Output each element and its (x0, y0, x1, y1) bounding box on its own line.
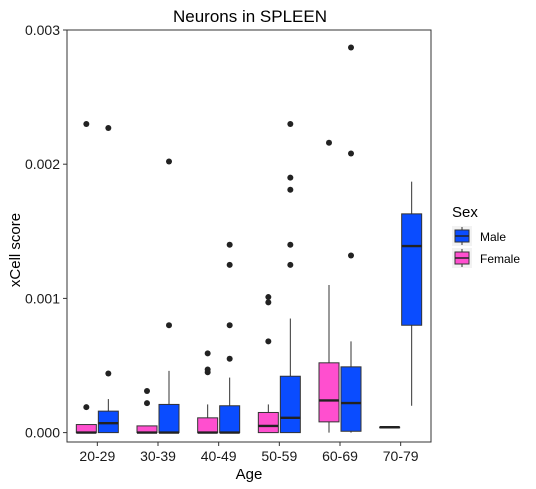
y-axis-label: xCell score (7, 213, 24, 287)
outlier-point (226, 261, 233, 268)
x-axis-label: Age (236, 466, 263, 483)
box-female-70-79 (379, 426, 401, 429)
box-female-20-29 (75, 120, 97, 434)
legend-item-male: Male (452, 226, 506, 246)
box-body (279, 375, 301, 434)
outlier-point (348, 252, 354, 259)
x-tick-label: 30-39 (140, 448, 176, 464)
box-male-60-69 (340, 44, 362, 433)
x-tick-label: 60-69 (322, 448, 358, 464)
outlier-point (326, 139, 332, 146)
x-tick-label: 70-79 (383, 448, 419, 464)
box-male-40-49 (219, 241, 241, 434)
x-tick-label: 50-59 (261, 448, 297, 464)
box-body (219, 405, 241, 434)
outlier-point (265, 338, 272, 345)
outlier-point (287, 186, 294, 193)
outlier-point (83, 404, 90, 411)
outlier-point (204, 350, 211, 357)
box-female-30-39 (136, 388, 158, 434)
y-tick-label: 0.002 (25, 156, 60, 172)
outlier-point (226, 241, 233, 248)
y-tick-label: 0.000 (25, 425, 60, 441)
outlier-point (105, 370, 112, 377)
y-axis: 0.000 0.001 0.002 0.003 (25, 22, 67, 441)
box-body (75, 424, 97, 434)
box-male-30-39 (158, 158, 180, 434)
box-body (97, 410, 119, 434)
box-series (75, 44, 423, 434)
outlier-point (287, 174, 294, 181)
outlier-point (287, 261, 294, 268)
box-body (340, 366, 362, 432)
legend-title: Sex (452, 204, 478, 221)
outlier-point (144, 400, 150, 407)
box-body (401, 213, 423, 326)
box-female-50-59 (257, 294, 279, 434)
legend-item-female: Female (452, 248, 520, 268)
outlier-point (166, 158, 172, 165)
outlier-point (105, 124, 112, 131)
legend-label: Male (480, 230, 506, 244)
box-body (158, 403, 180, 434)
outlier-point (348, 44, 354, 51)
outlier-point (287, 120, 294, 127)
box-female-60-69 (318, 139, 340, 433)
box-body (318, 362, 340, 423)
box-body (197, 417, 219, 434)
legend-label: Female (480, 252, 520, 266)
outlier-point (226, 355, 233, 362)
outlier-point (83, 120, 90, 127)
box-female-40-49 (197, 350, 219, 434)
chart-title: Neurons in SPLEEN (173, 7, 327, 26)
y-tick-label: 0.003 (25, 22, 60, 38)
outlier-point (287, 241, 294, 248)
plot-panel (66, 29, 432, 443)
outlier-point (144, 388, 150, 395)
box-body (257, 411, 279, 434)
box-male-70-79 (401, 181, 423, 406)
x-tick-label: 20-29 (79, 448, 115, 464)
outlier-point (348, 150, 354, 157)
x-tick-label: 40-49 (201, 448, 237, 464)
y-tick-label: 0.001 (25, 290, 60, 306)
legend: Sex Male Female (452, 204, 520, 268)
outlier-point (265, 294, 272, 301)
box-male-20-29 (97, 124, 119, 434)
x-axis: 20-29 30-39 40-49 50-59 60-69 70-79 (79, 442, 419, 464)
outlier-point (204, 366, 211, 373)
outlier-point (265, 299, 272, 306)
outlier-point (226, 322, 233, 329)
box-male-50-59 (279, 120, 301, 434)
outlier-point (166, 322, 172, 329)
